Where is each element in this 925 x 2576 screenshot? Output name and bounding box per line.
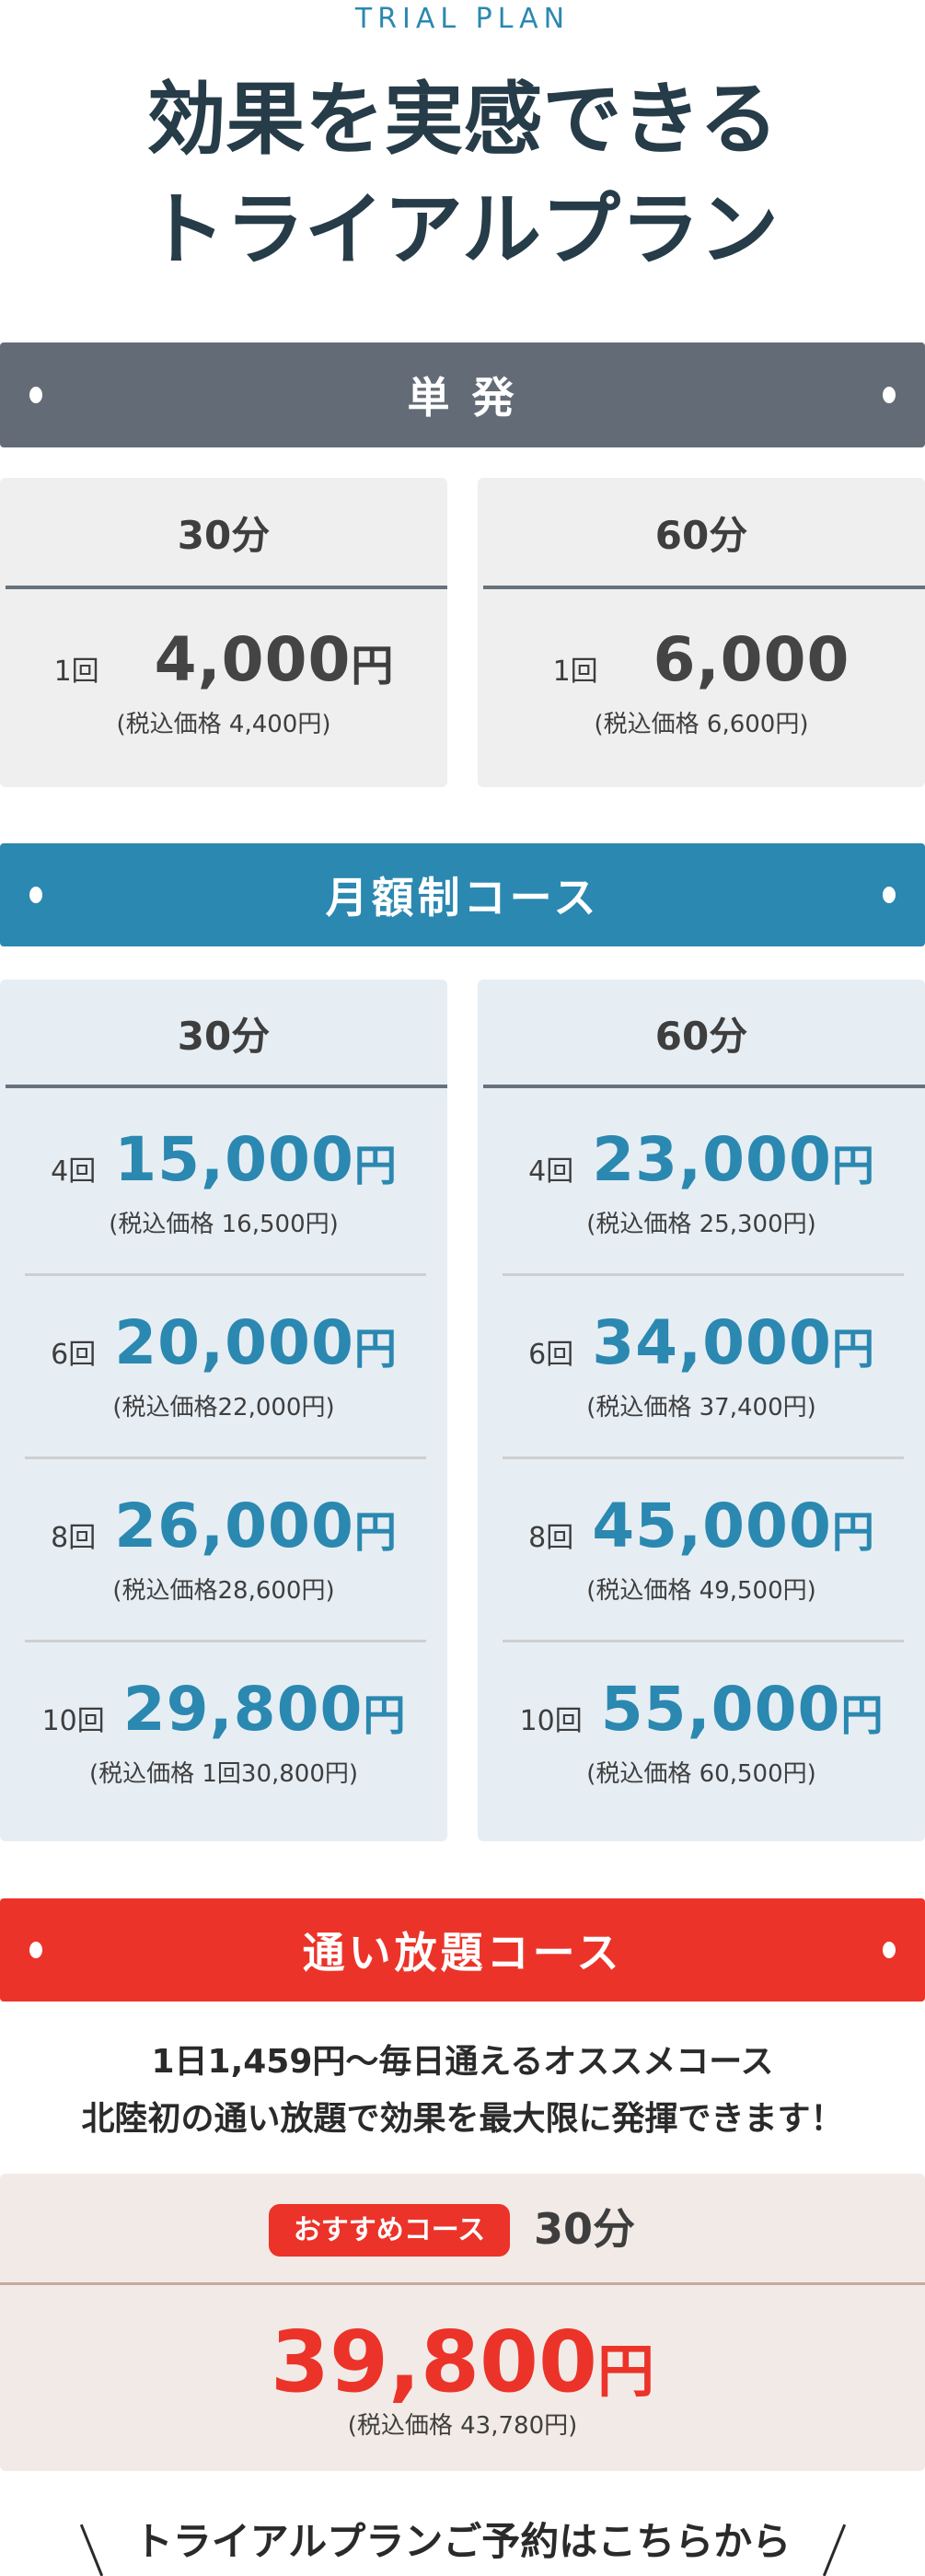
yen-unit: 円 (353, 1141, 397, 1190)
monthly-plan-card-60: 60分 4回 23,000 円 (税込価格 25,300円) 6回 34,000 円 (… (478, 980, 925, 1841)
yen-unit: 円 (353, 1507, 397, 1557)
row-separator (503, 1273, 904, 1276)
tax-price: (税込価格28,600円) (112, 1577, 335, 1605)
price-row: 39,800円 (0, 2312, 925, 2437)
single-plan-card-30: 30分 1回 4,000 円 (税込価格 4,400円) (0, 478, 447, 787)
dot-icon (29, 887, 42, 903)
session-count: 6回 (528, 1339, 574, 1371)
page-title-line-2: トライアルプラン (145, 184, 780, 276)
price: 4,000 (154, 624, 352, 695)
price-row: 4回 23,000 円 (税込価格 25,300円) (478, 1123, 925, 1276)
row-separator (25, 1273, 426, 1276)
tax-price: (税込価格 4,400円) (116, 711, 331, 738)
unlimited-plan-card: おすすめコース 30分 39,800円 (税込価格 43,780円) (0, 2174, 925, 2471)
divider (6, 586, 447, 589)
price-row: 8回 45,000 円 (税込価格 49,500円) (478, 1490, 925, 1642)
tax-price: (税込価格 37,400円) (586, 1394, 816, 1421)
price: 55,000 (600, 1674, 841, 1745)
tax-price: (税込価格 6,600円) (594, 711, 809, 738)
divider (0, 2282, 925, 2285)
page-title-line-1: 効果を実感できる (146, 74, 779, 166)
plan-duration: 30分 (177, 1014, 271, 1059)
single-section-header: 単 発 (0, 342, 925, 447)
session-count: 1回 (53, 656, 99, 688)
row-separator (503, 1456, 904, 1459)
tax-price: (税込価格 16,500円) (109, 1211, 339, 1238)
monthly-heading: 月額制コース (325, 873, 600, 922)
price-row: 10回 55,000 円 (税込価格 60,500円) (478, 1673, 925, 1791)
tax-price: (税込価格22,000円) (112, 1394, 335, 1421)
unlimited-heading: 通い放題コース (302, 1928, 623, 1978)
session-count: 4回 (51, 1155, 97, 1188)
eyebrow-label: TRIAL PLAN (354, 3, 571, 35)
plan-duration: 60分 (654, 1014, 748, 1059)
yen-unit: 円 (840, 1690, 884, 1740)
reserve-cta-link[interactable]: トライアルプランご予約はこちらから (133, 2519, 792, 2564)
row-separator (503, 1640, 904, 1642)
monthly-plan-card-30: 30分 4回 15,000 円 (税込価格 16,500円) 6回 20,000 円 (… (0, 980, 447, 1841)
yen-unit: 円 (351, 641, 394, 690)
session-count: 6回 (51, 1339, 97, 1371)
session-count: 10回 (41, 1705, 105, 1737)
tax-price: (税込価格 49,500円) (586, 1577, 816, 1605)
price-row: 4回 15,000 円 (税込価格 16,500円) (0, 1123, 447, 1276)
price: 23,000 (592, 1124, 832, 1195)
row-separator (25, 1456, 426, 1459)
dot-icon (883, 387, 896, 403)
session-count: 8回 (51, 1522, 97, 1554)
single-plan-card-60: 60分 1回 6,000 (税込価格 6,600円) (478, 478, 925, 787)
session-count: 4回 (528, 1155, 574, 1188)
recommended-badge: おすすめコース (269, 2204, 510, 2257)
dot-icon (29, 387, 42, 403)
yen-unit: 円 (353, 1324, 397, 1374)
tax-price: (税込価格 60,500円) (586, 1760, 816, 1788)
plan-duration: 30分 (177, 513, 271, 558)
price: 6,000 (653, 624, 850, 695)
dot-icon (883, 887, 896, 903)
yen-unit: 円 (363, 1690, 406, 1740)
row-separator (25, 1640, 426, 1642)
price-row: 1回 4,000 円 (税込価格 4,400円) (0, 623, 447, 741)
divider (6, 1085, 447, 1088)
session-count: 8回 (528, 1522, 574, 1554)
price-row: 10回 29,800 円 (税込価格 1回30,800円) (0, 1673, 447, 1791)
divider (483, 586, 925, 589)
yen-unit: 円 (831, 1507, 874, 1557)
tax-price: (税込価格 43,780円) (347, 2412, 578, 2440)
dot-icon (883, 1942, 896, 1958)
dot-icon (29, 1942, 42, 1958)
plan-duration: 60分 (654, 513, 748, 558)
plan-duration: 30分 (534, 2204, 636, 2254)
price: 20,000 (114, 1307, 354, 1378)
price-row: 8回 26,000 円 (税込価格28,600円) (0, 1490, 447, 1642)
price: 45,000 (592, 1491, 832, 1561)
unlimited-section-header: 通い放題コース (0, 1898, 925, 2002)
single-heading: 単 発 (407, 373, 518, 423)
tax-price: (税込価格 1回30,800円) (88, 1760, 359, 1788)
session-count: 10回 (519, 1705, 583, 1737)
divider (483, 1085, 925, 1088)
price: 26,000 (114, 1491, 354, 1561)
session-count: 1回 (552, 656, 598, 688)
unlimited-intro-line-1: 1日1,459円～毎日通えるオススメコース (151, 2043, 774, 2081)
yen-unit: 円 (831, 1324, 874, 1374)
price-row: 6回 20,000 円 (税込価格22,000円) (0, 1306, 447, 1459)
yen-unit: 円 (597, 2338, 655, 2405)
price: 34,000 (592, 1307, 832, 1378)
monthly-section-header: 月額制コース (0, 843, 925, 946)
price: 39,800 (270, 2313, 597, 2411)
tax-price: (税込価格 25,300円) (586, 1211, 816, 1238)
price-row: 1回 6,000 (税込価格 6,600円) (478, 623, 925, 741)
unlimited-intro-line-2: 北陸初の通い放題で効果を最大限に発揮できます！ (81, 2100, 844, 2138)
price: 15,000 (114, 1124, 354, 1195)
price-row: 6回 34,000 円 (税込価格 37,400円) (478, 1306, 925, 1459)
yen-unit: 円 (831, 1141, 874, 1190)
price: 29,800 (122, 1674, 364, 1745)
